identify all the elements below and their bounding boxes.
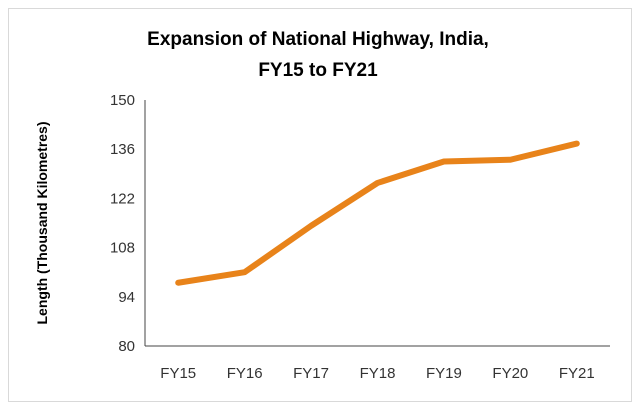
x-tick-label: FY19: [426, 365, 462, 382]
y-axis-label: Length (Thousand Kilometres): [34, 122, 50, 325]
series-line: [175, 140, 580, 286]
chart-title-line-2: FY15 to FY21: [258, 60, 378, 81]
y-tick-label: 150: [110, 92, 135, 109]
x-tick-label: FY20: [492, 365, 528, 382]
chart-frame: [8, 8, 632, 402]
y-tick-label: 136: [110, 141, 135, 158]
x-tick-label: FY17: [293, 365, 329, 382]
y-tick-label: 94: [118, 289, 135, 306]
chart-title-line-1: Expansion of National Highway, India,: [147, 29, 489, 50]
y-tick-label: 108: [110, 240, 135, 257]
x-tick-label: FY21: [559, 365, 595, 382]
y-tick-label: 80: [118, 338, 135, 355]
x-tick-label: FY16: [227, 365, 263, 382]
x-tick-label: FY15: [160, 365, 196, 382]
x-tick-label: FY18: [360, 365, 396, 382]
y-tick-label: 122: [110, 190, 135, 207]
